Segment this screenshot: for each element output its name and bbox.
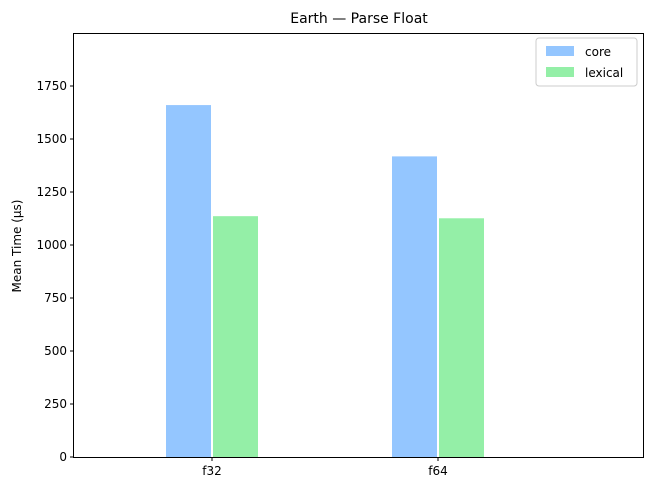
bar-core-f32 bbox=[166, 105, 211, 457]
y-tick-label: 1000 bbox=[36, 238, 67, 252]
chart-title: Earth — Parse Float bbox=[290, 11, 428, 27]
legend-label-core: core bbox=[585, 45, 611, 59]
bar-lexical-f64 bbox=[439, 218, 484, 457]
x-tick-label: f32 bbox=[202, 464, 222, 478]
y-tick-label: 0 bbox=[59, 450, 67, 464]
bar-core-f64 bbox=[392, 156, 437, 457]
y-tick-label: 1500 bbox=[36, 132, 67, 146]
y-tick-label: 750 bbox=[44, 291, 67, 305]
legend-swatch-core bbox=[546, 46, 574, 56]
bar-lexical-f32 bbox=[213, 216, 258, 457]
legend-swatch-lexical bbox=[546, 67, 574, 77]
legend-label-lexical: lexical bbox=[585, 66, 623, 80]
plot-frame bbox=[73, 33, 644, 458]
x-tick-label: f64 bbox=[428, 464, 448, 478]
y-axis-label: Mean Time (µs) bbox=[10, 200, 24, 293]
y-tick-label: 500 bbox=[44, 344, 67, 358]
legend: core lexical bbox=[535, 37, 638, 87]
y-tick-label: 250 bbox=[44, 397, 67, 411]
y-tick-label: 1750 bbox=[36, 79, 67, 93]
bars-group bbox=[166, 105, 484, 457]
y-axis-ticks: 0 250 500 750 1000 1250 1500 1750 bbox=[36, 79, 74, 464]
y-tick-label: 1250 bbox=[36, 185, 67, 199]
x-axis-ticks: f32 f64 bbox=[202, 457, 448, 478]
